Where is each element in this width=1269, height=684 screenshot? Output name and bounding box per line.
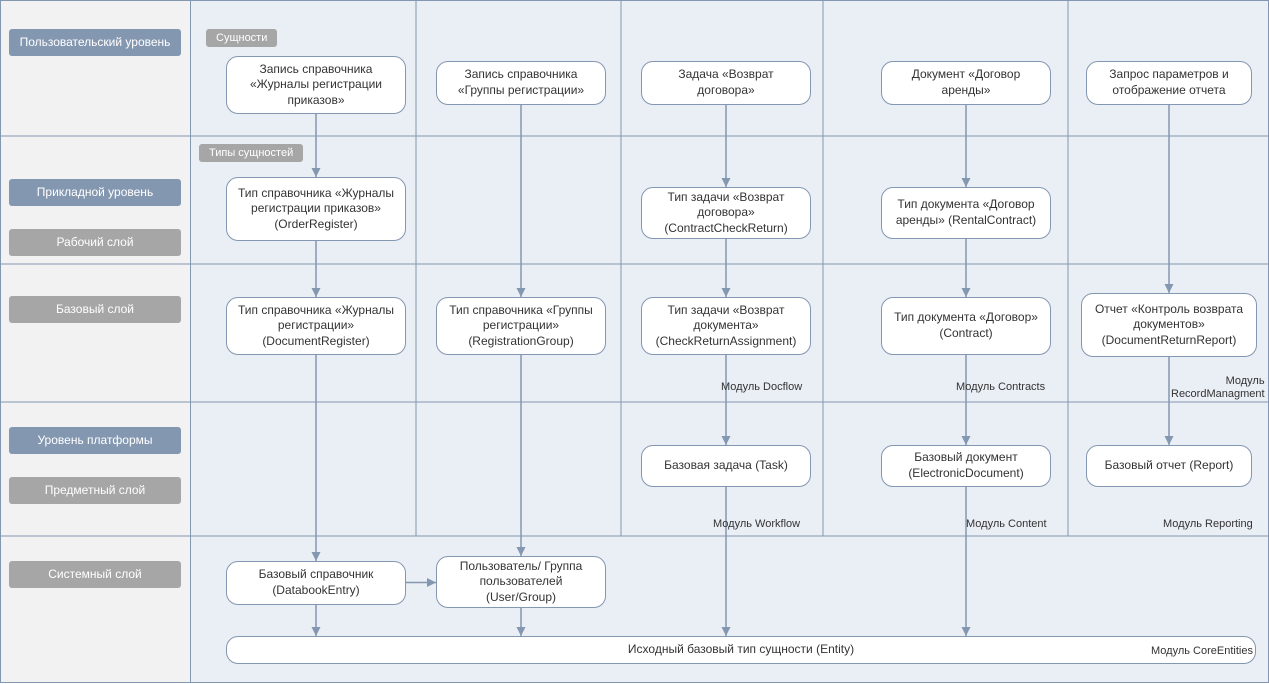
- diagram-node: Отчет «Контроль возврата документов» (Do…: [1081, 293, 1257, 357]
- module-label: Модуль Contracts: [956, 381, 1045, 394]
- module-label: Модуль CoreEntities: [1151, 645, 1253, 658]
- diagram-node: Базовый справочник (DatabookEntry): [226, 561, 406, 605]
- diagram-node: Базовый отчет (Report): [1086, 445, 1252, 487]
- diagram-node: Тип справочника «Журналы регистрации при…: [226, 177, 406, 241]
- row-title: Базовый слой: [9, 296, 181, 323]
- diagram-node: Документ «Договор аренды»: [881, 61, 1051, 105]
- row-title: Прикладной уровень: [9, 179, 181, 206]
- module-label: Модуль Docflow: [721, 381, 802, 394]
- diagram-node: Тип справочника «Журналы регистрации» (D…: [226, 297, 406, 355]
- diagram-node: Исходный базовый тип сущности (Entity): [226, 636, 1256, 664]
- diagram-node: Запись справочника «Группы регистрации»: [436, 61, 606, 105]
- row-title: Системный слой: [9, 561, 181, 588]
- diagram-node: Тип документа «Договор» (Contract): [881, 297, 1051, 355]
- diagram-node: Базовый документ (ElectronicDocument): [881, 445, 1051, 487]
- module-label: МодульRecordManagment: [1171, 375, 1265, 401]
- diagram-node: Запрос параметров и отображение отчета: [1086, 61, 1252, 105]
- diagram-node: Тип документа «Договор аренды» (RentalCo…: [881, 187, 1051, 239]
- row-title: Уровень платформы: [9, 427, 181, 454]
- diagram-node: Тип задачи «Возврат документа» (CheckRet…: [641, 297, 811, 355]
- diagram-node: Тип задачи «Возврат договора» (ContractC…: [641, 187, 811, 239]
- diagram-node: Базовая задача (Task): [641, 445, 811, 487]
- diagram-node: Пользователь/ Группа пользователей (User…: [436, 556, 606, 608]
- module-label: Модуль Reporting: [1163, 518, 1253, 531]
- row-title: Предметный слой: [9, 477, 181, 504]
- arrows-layer: [1, 1, 1269, 684]
- architecture-diagram: Пользовательский уровень Прикладной урове…: [0, 0, 1269, 683]
- diagram-node: Запись справочника «Журналы регистрации …: [226, 56, 406, 114]
- module-label: Модуль Workflow: [713, 518, 800, 531]
- diagram-node: Задача «Возврат договора»: [641, 61, 811, 105]
- module-label: Модуль Content: [966, 518, 1047, 531]
- tag-label: Сущности: [206, 29, 277, 47]
- row-title: Рабочий слой: [9, 229, 181, 256]
- row-title: Пользовательский уровень: [9, 29, 181, 56]
- diagram-node: Тип справочника «Группы регистрации» (Re…: [436, 297, 606, 355]
- tag-label: Типы сущностей: [199, 144, 303, 162]
